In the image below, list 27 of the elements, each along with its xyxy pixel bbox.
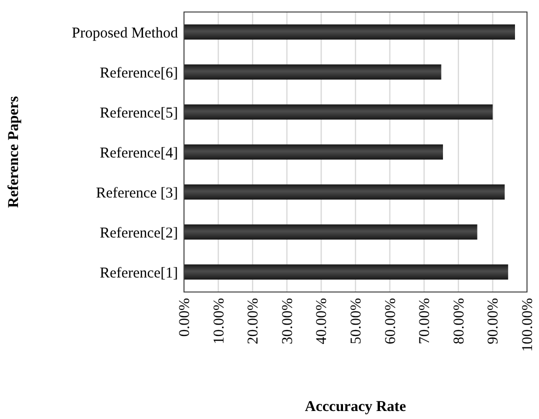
- y-tick-label: Reference[1]: [100, 265, 178, 282]
- y-tick-label: Reference [3]: [96, 185, 178, 202]
- y-tick-label: Reference[2]: [100, 225, 178, 242]
- bar: [184, 184, 505, 200]
- x-tick-label: 0.00%: [177, 298, 193, 337]
- x-tick-label: 20.00%: [246, 298, 262, 344]
- x-tick-label: 30.00%: [280, 298, 296, 344]
- y-tick-label: Proposed Method: [72, 25, 178, 42]
- x-tick-label: 10.00%: [211, 298, 228, 344]
- bar: [184, 64, 442, 80]
- x-tick-label: 90.00%: [486, 298, 502, 344]
- bar: [184, 224, 478, 240]
- bar: [184, 24, 515, 40]
- y-tick-label: Reference[4]: [100, 145, 178, 162]
- x-tick-label: 60.00%: [382, 298, 399, 344]
- bar: [184, 144, 443, 160]
- x-tick-label: 80.00%: [451, 298, 468, 344]
- bar: [184, 104, 493, 120]
- x-tick-label: 40.00%: [314, 298, 330, 344]
- x-axis-title: Acccuracy Rate: [304, 399, 406, 415]
- x-tick-label: 50.00%: [348, 298, 364, 344]
- y-tick-label: Reference[5]: [100, 105, 178, 122]
- bar: [184, 264, 508, 280]
- x-tick-label: 70.00%: [417, 298, 434, 344]
- x-tick-label: 100.00%: [520, 298, 536, 352]
- y-axis-title: Reference Papers: [6, 96, 22, 208]
- y-tick-label: Reference[6]: [100, 65, 178, 82]
